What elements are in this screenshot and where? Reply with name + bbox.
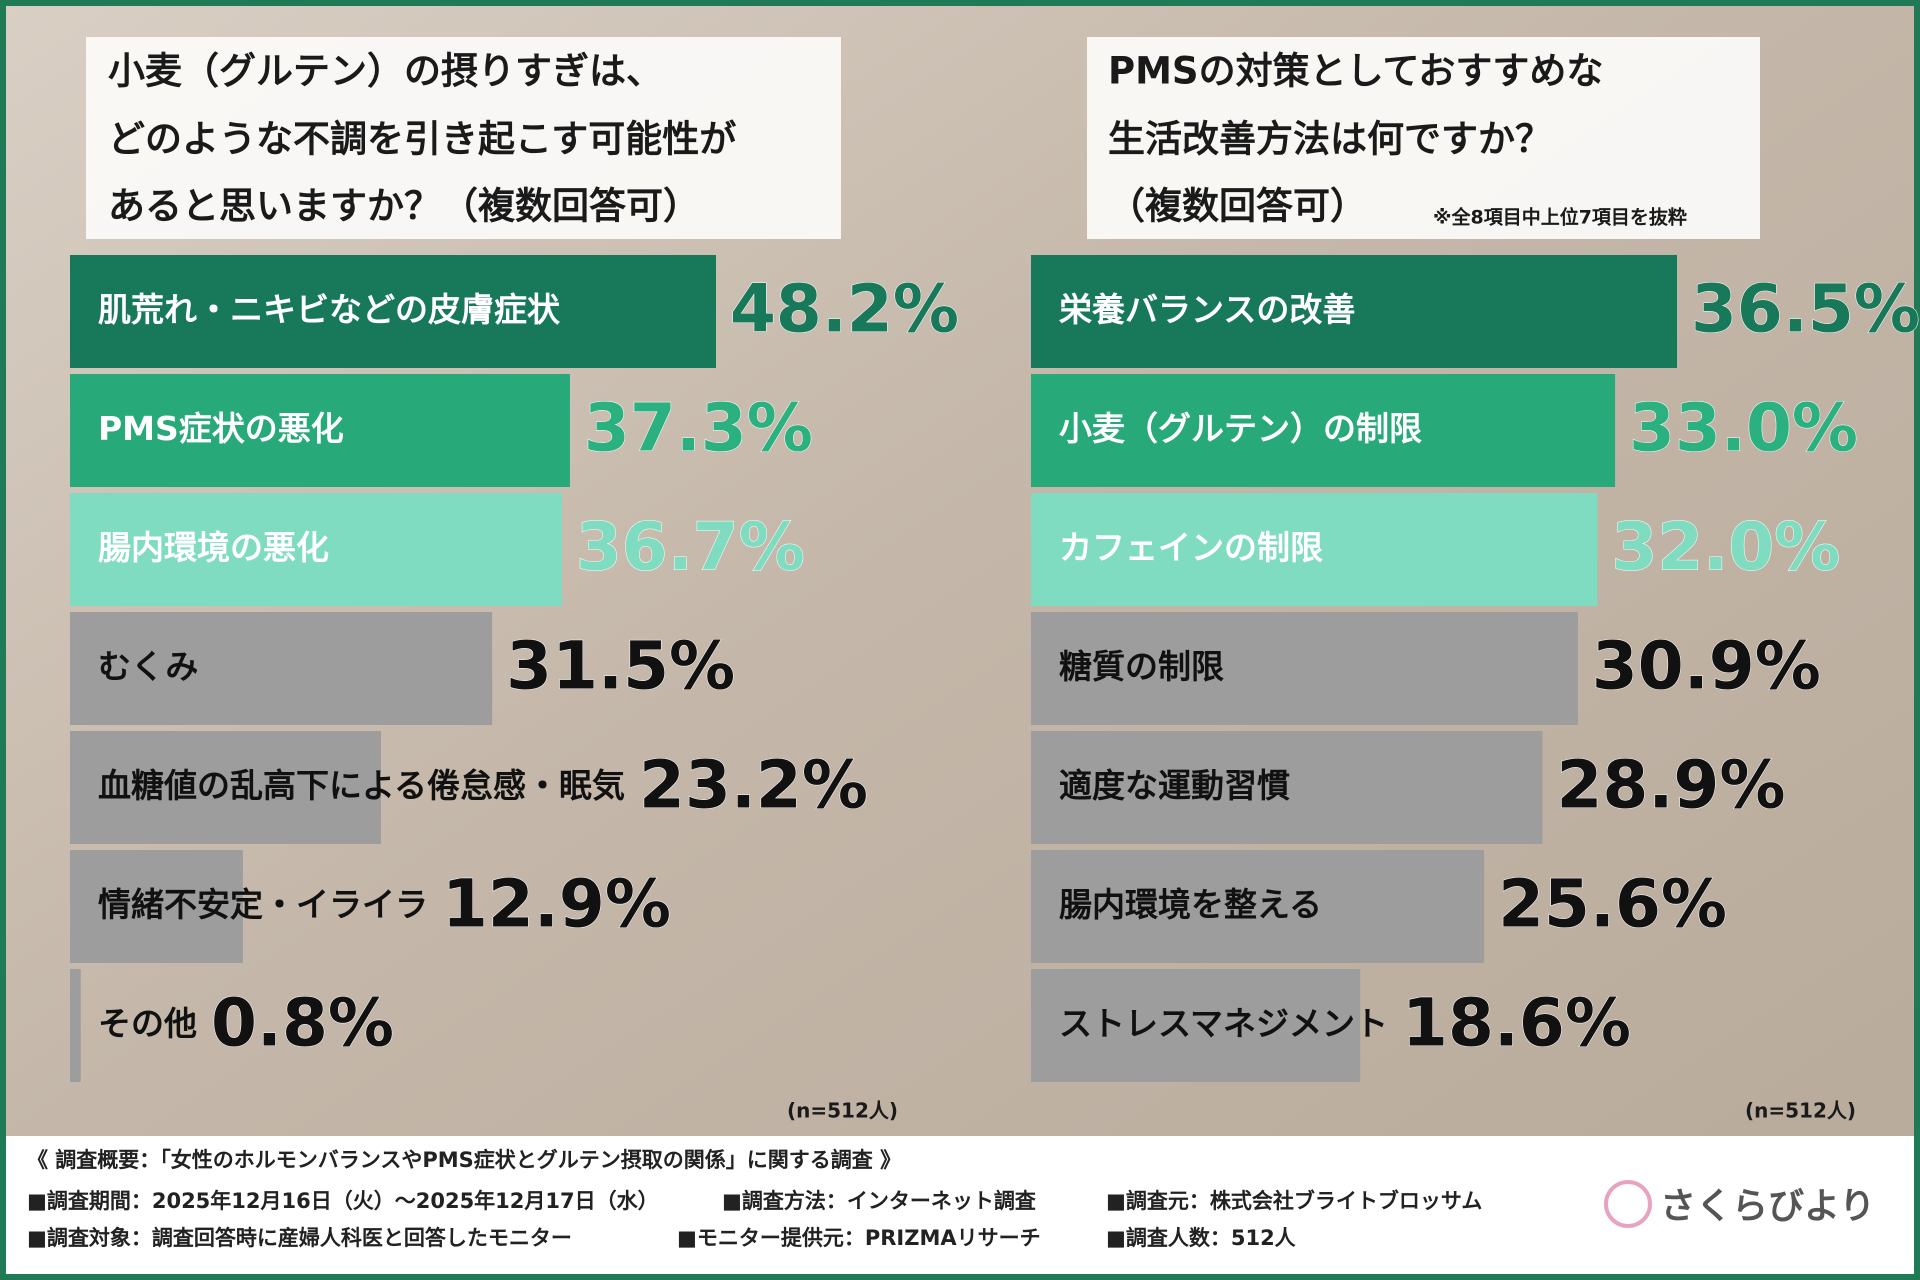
bar bbox=[70, 612, 493, 725]
sample-size: (n=512人) bbox=[787, 1099, 898, 1123]
bar-label: 腸内環境の悪化 bbox=[98, 528, 329, 567]
note: ※全8項目中上位7項目を抜粋 bbox=[1433, 206, 1687, 229]
value-label: 23.2% bbox=[639, 747, 868, 824]
footer-heading: 《 調査概要：「女性のホルモンバランスやPMS症状とグルテン摂取の関係」に関する… bbox=[27, 1148, 901, 1172]
value-label: 25.6% bbox=[1498, 866, 1727, 943]
footer-item: ■モニター提供元：PRIZMAリサーチ bbox=[677, 1226, 1041, 1250]
bar-label: むくみ bbox=[98, 647, 198, 686]
bar bbox=[70, 493, 562, 606]
value-label: 33.0% bbox=[1629, 390, 1858, 467]
bar bbox=[1031, 255, 1677, 368]
bar bbox=[1031, 374, 1616, 487]
value-label: 12.9% bbox=[442, 866, 671, 943]
chart-title: 小麦（グルテン）の摂りすぎは、 bbox=[108, 50, 663, 93]
bar-label: 糖質の制限 bbox=[1059, 647, 1224, 686]
logo-icon bbox=[1604, 1180, 1652, 1228]
bar-label: PMS症状の悪化 bbox=[98, 409, 344, 448]
footer-item: ■調査元：株式会社ブライトブロッサム bbox=[1106, 1189, 1482, 1213]
bar-label: 血糖値の乱高下による倦怠感・眠気 bbox=[98, 766, 625, 805]
bar-label: 肌荒れ・ニキビなどの皮膚症状 bbox=[98, 290, 561, 329]
value-label: 36.5% bbox=[1691, 271, 1920, 348]
footer-item: ■調査方法：インターネット調査 bbox=[722, 1189, 1036, 1213]
bar-label: 情緒不安定・イライラ bbox=[98, 885, 428, 924]
logo: さくらびより bbox=[1660, 1186, 1875, 1227]
chart-title: どのような不調を引き起こす可能性が bbox=[108, 118, 736, 161]
chart-title: あると思いますか？（複数回答可） bbox=[108, 185, 700, 228]
value-label: 37.3% bbox=[584, 390, 813, 467]
title-box bbox=[86, 37, 841, 239]
value-label: 28.9% bbox=[1556, 747, 1785, 824]
bar bbox=[70, 850, 243, 963]
bar bbox=[1031, 493, 1598, 606]
bar bbox=[70, 374, 570, 487]
value-label: 36.7% bbox=[576, 509, 805, 586]
value-label: 31.5% bbox=[506, 628, 735, 705]
bar-label: カフェインの制限 bbox=[1059, 528, 1323, 567]
bar-label: 小麦（グルテン）の制限 bbox=[1059, 409, 1422, 448]
bar bbox=[1031, 969, 1361, 1082]
sample-size: (n=512人) bbox=[1745, 1099, 1856, 1123]
footer-panel bbox=[0, 1136, 1920, 1280]
bar-label: その他 bbox=[98, 1004, 197, 1043]
bar-label: 適度な運動習慣 bbox=[1059, 766, 1290, 805]
value-label: 18.6% bbox=[1402, 985, 1631, 1062]
bar-label: 腸内環境を整える bbox=[1059, 885, 1322, 924]
value-label: 30.9% bbox=[1592, 628, 1821, 705]
title-box bbox=[1087, 37, 1760, 239]
footer-item: ■調査人数：512人 bbox=[1106, 1226, 1296, 1250]
chart-title: （複数回答可） bbox=[1108, 185, 1367, 228]
bar bbox=[70, 731, 381, 844]
chart-title: PMSの対策としておすすめな bbox=[1108, 50, 1603, 93]
bar bbox=[70, 255, 716, 368]
footer-item: ■調査対象：調査回答時に産婦人科医と回答したモニター bbox=[27, 1226, 572, 1250]
footer-item: ■調査期間：2025年12月16日（火）～2025年12月17日（水） bbox=[27, 1189, 659, 1213]
bar bbox=[1031, 612, 1578, 725]
bar bbox=[70, 969, 81, 1082]
value-label: 0.8% bbox=[211, 985, 394, 1062]
bar-label: 栄養バランスの改善 bbox=[1059, 290, 1355, 329]
bar-label: ストレスマネジメント bbox=[1059, 1004, 1388, 1043]
bar bbox=[1031, 850, 1485, 963]
value-label: 32.0% bbox=[1611, 509, 1840, 586]
value-label: 48.2% bbox=[730, 271, 959, 348]
bar bbox=[1031, 731, 1543, 844]
chart-title: 生活改善方法は何ですか？ bbox=[1108, 118, 1552, 161]
